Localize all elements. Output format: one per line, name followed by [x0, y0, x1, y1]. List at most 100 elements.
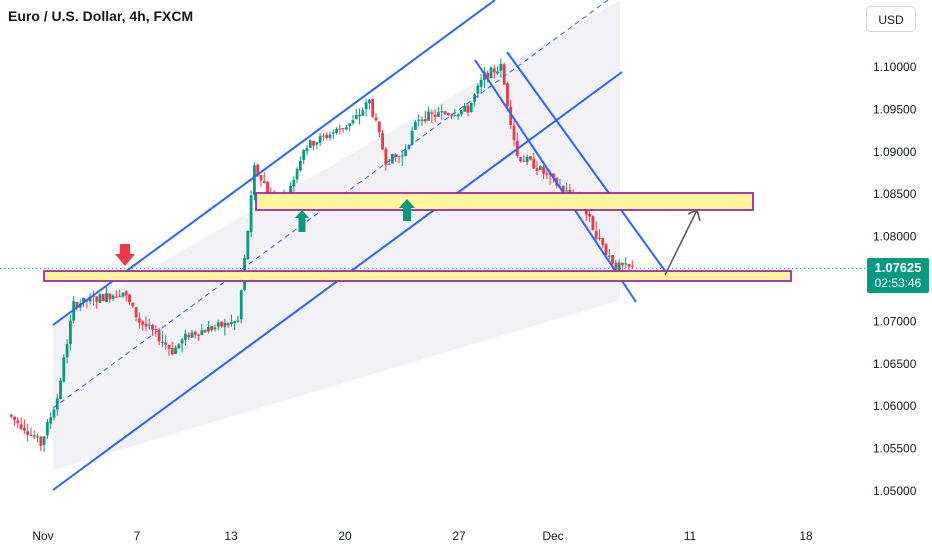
candle-body	[351, 120, 355, 124]
candle-body	[318, 136, 322, 143]
candle-body	[545, 173, 549, 175]
candle-body	[565, 190, 568, 192]
candle-body	[253, 165, 256, 196]
candle-body	[101, 293, 105, 302]
candle-body	[75, 301, 79, 309]
candle-body	[407, 145, 411, 150]
candle-body	[509, 106, 513, 126]
x-tick-label: 11	[684, 529, 697, 543]
y-tick-label: 1.09000	[873, 145, 917, 159]
candle-body	[16, 420, 20, 424]
candle-body	[532, 158, 536, 169]
descending-channel-left-line	[474, 59, 637, 303]
candle-body	[200, 330, 204, 336]
candle-body	[552, 173, 555, 178]
x-tick-label: 7	[134, 529, 141, 543]
candle-body	[427, 111, 430, 121]
candle-body	[42, 436, 46, 445]
candle-body	[450, 115, 453, 117]
candle-body	[492, 68, 496, 73]
candle-body	[410, 130, 414, 145]
candle-body	[295, 169, 299, 180]
candle-body	[29, 434, 33, 436]
candle-body	[607, 255, 611, 257]
candle-body	[335, 128, 338, 133]
candle-body	[266, 181, 269, 193]
candle-body	[446, 112, 450, 116]
candle-body	[456, 114, 460, 117]
candle-body	[216, 322, 220, 327]
candle-body	[118, 296, 122, 298]
y-tick-label: 1.09500	[873, 102, 917, 116]
candle-body	[114, 296, 118, 298]
candle-body	[384, 148, 388, 165]
candle-body	[315, 142, 319, 145]
candle-body	[354, 115, 358, 120]
candle-body	[256, 164, 260, 176]
candle-body	[62, 357, 66, 382]
candle-body	[262, 181, 266, 183]
candle-body	[512, 125, 516, 140]
sell-arrow-marker	[115, 244, 135, 266]
candle-body	[529, 156, 532, 160]
candle-body	[368, 99, 371, 104]
candle-body	[128, 294, 131, 303]
candle-body	[144, 323, 148, 327]
candle-body	[134, 307, 138, 318]
candle-body	[312, 140, 315, 146]
candle-body	[338, 128, 342, 130]
candle-body	[59, 380, 62, 400]
candle-body	[180, 339, 184, 344]
candle-body	[210, 326, 214, 331]
candle-body	[187, 334, 191, 338]
candle-body	[65, 344, 69, 358]
candle-body	[308, 140, 312, 148]
candle-body	[417, 119, 421, 121]
candle-body	[197, 334, 200, 336]
candle-body	[387, 164, 391, 166]
candle-body	[111, 295, 115, 299]
candle-body	[463, 105, 467, 112]
candle-body	[598, 237, 601, 239]
candle-body	[167, 345, 171, 349]
candle-body	[345, 127, 348, 130]
candle-body	[627, 263, 631, 267]
y-tick-label: 1.05500	[873, 442, 917, 456]
candle-body	[88, 296, 92, 302]
candle-body	[305, 148, 309, 152]
candle-body	[361, 110, 365, 116]
y-tick-label: 1.08500	[873, 187, 917, 201]
candle-body	[443, 111, 447, 114]
candle-body	[170, 347, 174, 355]
candle-body	[594, 230, 598, 239]
candle-body	[151, 324, 154, 330]
candle-body	[13, 416, 16, 420]
candle-body	[371, 99, 375, 117]
candle-body	[469, 102, 473, 112]
candle-body	[391, 153, 394, 164]
candle-body	[506, 83, 509, 106]
x-tick-label: 18	[799, 529, 813, 543]
candle-body	[147, 324, 151, 326]
candle-body	[124, 291, 128, 296]
candle-body	[624, 263, 628, 265]
candle-body	[193, 331, 197, 335]
candle-body	[486, 72, 490, 79]
candle-body	[68, 320, 72, 344]
candle-body	[440, 111, 444, 113]
resistance-zone	[255, 192, 754, 211]
candle-body	[591, 216, 595, 231]
candle-body	[437, 112, 440, 117]
candle-body	[141, 321, 145, 325]
last-price-value: 1.07625	[874, 260, 922, 275]
candle-body	[433, 114, 437, 117]
currency-selector[interactable]: USD	[866, 6, 916, 32]
candle-body	[348, 123, 352, 127]
candle-body	[302, 149, 306, 161]
candle-body	[325, 134, 329, 139]
candle-body	[246, 230, 250, 260]
candle-body	[131, 302, 135, 306]
candle-body	[397, 156, 401, 158]
